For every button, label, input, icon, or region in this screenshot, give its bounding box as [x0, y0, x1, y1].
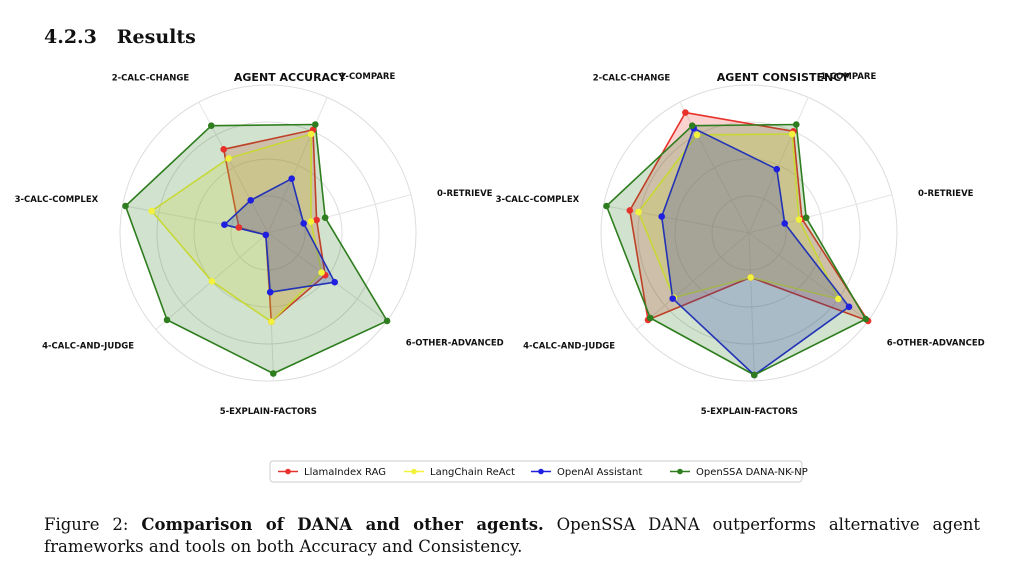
chart-title: AGENT CONSISTENCY — [717, 71, 850, 84]
axis-label-4-calc-and-judge: 4-CALC-AND-JUDGE — [523, 342, 615, 352]
grid-ring — [119, 84, 417, 382]
data-point-openai-assistant — [658, 213, 666, 220]
series-area-llamaindex-rag — [628, 111, 869, 322]
data-point-openai-assistant — [266, 288, 274, 296]
data-point-langchain-react — [318, 269, 325, 276]
legend-marker-langchain-react — [411, 468, 417, 475]
data-point-openssa-dana-nk-np — [208, 122, 215, 129]
section-heading: 4.2.3 Results — [44, 26, 196, 48]
data-point-openssa-dana-nk-np — [751, 371, 758, 379]
caption-rest: OpenSSA DANA outperforms alternative age… — [44, 515, 980, 556]
grid-ring — [711, 195, 787, 271]
figure-caption: Figure 2: Comparison of DANA and other a… — [44, 514, 980, 558]
data-point-openai-assistant — [262, 231, 270, 239]
axis-spoke — [267, 194, 412, 234]
axis-label-5-explain-factors: 5-EXPLAIN-FACTORS — [220, 407, 317, 417]
data-point-langchain-react — [788, 130, 796, 138]
chart-title: AGENT ACCURACY — [234, 71, 347, 84]
data-point-openssa-dana-nk-np — [383, 317, 391, 325]
data-point-openai-assistant — [669, 295, 677, 302]
caption-bold: Comparison of DANA and other agents. — [141, 515, 544, 534]
data-point-langchain-react — [795, 216, 803, 223]
data-point-llamaindex-rag — [235, 224, 243, 231]
caption-prefix: Figure 2: — [44, 515, 142, 534]
data-point-openai-assistant — [221, 221, 228, 228]
legend-label-openssa-dana-nk-np: OpenSSA DANA-NK-NP — [696, 467, 808, 478]
series-area-openai-assistant — [223, 177, 336, 294]
data-point-llamaindex-rag — [313, 216, 320, 224]
data-point-openssa-dana-nk-np — [163, 316, 171, 324]
axis-label-3-calc-complex: 3-CALC-COMPLEX — [15, 195, 99, 205]
data-point-llamaindex-rag — [682, 109, 689, 116]
data-point-openai-assistant — [845, 303, 853, 311]
section-title: Results — [116, 26, 196, 48]
data-point-openai-assistant — [247, 197, 254, 204]
legend-marker-llamaindex-rag — [285, 468, 291, 475]
grid-ring — [156, 121, 380, 345]
radar-chart-accuracy: 0-RETRIEVE 1-COMPARE 2-CALC-CHANGE 3-CALC-C… — [15, 71, 504, 417]
legend-label-llamaindex-rag: LlamaIndex RAG — [304, 467, 386, 478]
data-point-langchain-react — [635, 208, 642, 216]
legend-label-openai-assistant: OpenAI Assistant — [557, 467, 642, 478]
legend-marker-openssa-dana-nk-np — [677, 468, 683, 475]
data-point-openssa-dana-nk-np — [122, 202, 129, 210]
grid-ring — [637, 121, 861, 345]
radar-figure: 0-RETRIEVE 1-COMPARE 2-CALC-CHANGE 3-CALC-C… — [15, 71, 985, 483]
data-point-openai-assistant — [288, 175, 296, 182]
data-point-openssa-dana-nk-np — [321, 214, 329, 221]
axis-label-4-calc-and-judge: 4-CALC-AND-JUDGE — [42, 342, 134, 352]
radar-chart-consistency: 0-RETRIEVE 1-COMPARE 2-CALC-CHANGE 3-CALC-C… — [496, 71, 985, 417]
data-point-llamaindex-rag — [626, 207, 634, 214]
series-area-openssa-dana-nk-np — [605, 123, 867, 376]
data-point-openssa-dana-nk-np — [312, 121, 319, 128]
series-area-langchain-react — [637, 133, 840, 300]
legend-label-langchain-react: LangChain ReAct — [430, 467, 515, 478]
axis-label-2-calc-change: 2-CALC-CHANGE — [112, 73, 190, 83]
grid-ring — [674, 158, 824, 308]
axis-label-0-retrieve: 0-RETRIEVE — [918, 189, 974, 199]
grid-ring — [193, 158, 343, 308]
legend: LlamaIndex RAG LangChain ReAct OpenAI Assi… — [269, 460, 808, 483]
axis-label-0-retrieve: 0-RETRIEVE — [437, 189, 493, 199]
grid-ring — [600, 84, 898, 382]
axis-spoke — [748, 97, 809, 234]
data-point-langchain-react — [693, 131, 701, 139]
data-point-langchain-react — [307, 130, 315, 138]
axis-label-3-calc-complex: 3-CALC-COMPLEX — [496, 195, 580, 205]
data-point-langchain-react — [307, 218, 315, 225]
data-point-langchain-react — [835, 295, 842, 303]
axis-label-2-calc-change: 2-CALC-CHANGE — [593, 73, 671, 83]
data-point-openssa-dana-nk-np — [647, 314, 654, 322]
axis-spoke — [267, 97, 328, 234]
axis-spoke — [636, 232, 750, 330]
axis-label-5-explain-factors: 5-EXPLAIN-FACTORS — [701, 407, 798, 417]
data-point-openai-assistant — [781, 220, 789, 227]
data-point-langchain-react — [148, 207, 155, 215]
data-point-openai-assistant — [300, 220, 308, 227]
section-number: 4.2.3 — [44, 26, 97, 48]
axis-spoke — [748, 194, 893, 234]
axis-label-6-other-advanced: 6-OTHER-ADVANCED — [406, 339, 504, 349]
legend-marker-openai-assistant — [538, 468, 544, 475]
data-point-openssa-dana-nk-np — [862, 315, 870, 323]
data-point-langchain-react — [268, 318, 275, 326]
data-point-langchain-react — [225, 155, 232, 162]
series-area-openssa-dana-nk-np — [124, 123, 388, 375]
axis-spoke — [748, 232, 756, 381]
data-point-openssa-dana-nk-np — [689, 122, 696, 129]
data-point-openssa-dana-nk-np — [793, 121, 800, 128]
data-point-openai-assistant — [331, 278, 339, 286]
data-point-llamaindex-rag — [220, 146, 227, 153]
data-point-openai-assistant — [773, 165, 781, 173]
data-point-openssa-dana-nk-np — [603, 202, 610, 210]
data-point-langchain-react — [208, 278, 216, 285]
data-point-openssa-dana-nk-np — [802, 214, 810, 221]
axis-label-1-compare: 1-COMPARE — [821, 72, 877, 82]
data-point-langchain-react — [747, 274, 755, 281]
series-area-openai-assistant — [660, 127, 850, 376]
axis-label-6-other-advanced: 6-OTHER-ADVANCED — [887, 339, 985, 349]
data-point-openssa-dana-nk-np — [270, 370, 277, 377]
axis-label-1-compare: 1-COMPARE — [340, 72, 396, 82]
